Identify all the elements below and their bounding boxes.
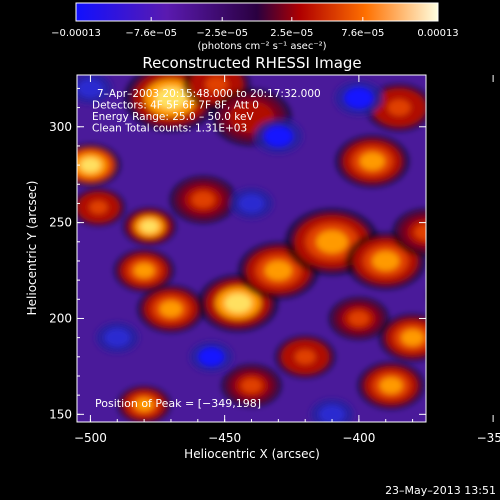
source-core — [485, 314, 500, 330]
negative-source-core — [442, 176, 465, 192]
annotation-line: 7–Apr–2003 20:15:48.000 to 20:17:32.000 — [97, 88, 321, 100]
source-core — [359, 152, 385, 171]
source-core — [159, 300, 183, 317]
y-tick-label: 150 — [49, 407, 72, 421]
source-core — [155, 86, 187, 110]
source-mid — [442, 282, 480, 309]
negative-source-core — [263, 125, 293, 147]
annotation-line: Clean Total counts: 1.31E+03 — [92, 123, 247, 135]
source-core — [133, 263, 155, 278]
annotation-line: Energy Range: 25.0 – 50.0 keV — [92, 111, 254, 123]
negative-source-core — [319, 405, 345, 422]
source-mid — [488, 75, 500, 102]
colorbar-tick-label: −7.6e−05 — [125, 28, 177, 39]
source-core — [237, 107, 266, 127]
x-tick-label: −400 — [342, 431, 375, 445]
source-core — [295, 349, 316, 365]
source-mid — [457, 120, 500, 152]
source-core — [466, 127, 493, 146]
source-core — [457, 412, 475, 425]
colorbar-unit-label: (photons cm⁻² s⁻¹ asec⁻²) — [197, 41, 326, 52]
source-core — [140, 220, 159, 233]
y-tick-label: 300 — [49, 120, 72, 134]
source-core — [135, 398, 154, 412]
source-outer — [447, 113, 500, 159]
source-halo — [439, 108, 500, 166]
source-outer — [469, 303, 500, 341]
source-outer — [434, 276, 488, 314]
chart-title: Reconstructed RHESSI Image — [142, 54, 361, 72]
negative-source-core — [198, 347, 225, 367]
source-outer — [480, 69, 500, 107]
x-tick-label: −350 — [477, 431, 500, 445]
peak-position-text: Position of Peak = [−349,198] — [95, 397, 261, 410]
source-core — [80, 157, 101, 173]
negative-source-core — [238, 194, 265, 213]
negative-source-core — [344, 87, 374, 109]
source-core — [224, 293, 252, 313]
y-tick-label: 250 — [49, 216, 72, 230]
y-axis-label: Heliocentric Y (arcsec) — [25, 181, 39, 316]
source-core — [372, 251, 400, 271]
colorbar-tick-label: −0.00013 — [51, 28, 101, 39]
source-core — [414, 224, 426, 241]
colorbar-tick-label: 2.5e−05 — [270, 28, 313, 39]
source-halo — [462, 298, 500, 346]
source-outer — [445, 403, 488, 434]
source-core — [205, 76, 228, 93]
y-tick-label: 200 — [49, 311, 72, 325]
x-axis: −500 −450 −400 −350 — [74, 75, 500, 445]
source-core — [450, 287, 473, 303]
colorbar-tick-label: 0.00013 — [417, 28, 458, 39]
source-core — [264, 260, 292, 281]
footer-timestamp: 23–May–2013 13:51 — [385, 484, 496, 497]
source-mid — [451, 407, 481, 428]
source-core — [348, 311, 370, 326]
colorbar-ticks: −0.00013 −7.6e−05 −2.5e−05 2.5e−05 7.6e−05 0.… — [51, 17, 459, 39]
colorbar-tick-label: 7.6e−05 — [341, 28, 384, 39]
colorbar — [75, 2, 439, 22]
x-tick-label: −500 — [74, 431, 107, 445]
annotations: 7–Apr–2003 20:15:48.000 to 20:17:32.000D… — [92, 88, 321, 135]
source-core — [316, 230, 348, 254]
annotation-line: Detectors: 4F 5F 6F 7F 8F, Att 0 — [92, 100, 259, 112]
source-core — [495, 80, 500, 96]
source-core — [379, 377, 403, 394]
source-mid — [477, 309, 500, 336]
source-core — [89, 200, 108, 214]
heatmap-image — [77, 64, 500, 434]
x-tick-label: −450 — [208, 431, 241, 445]
negative-source-core — [77, 79, 104, 98]
source-core — [401, 329, 424, 346]
colorbar-tick-label: −2.5e−05 — [196, 28, 248, 39]
y-axis: 150 200 250 300 — [49, 87, 426, 421]
x-axis-label: Heliocentric X (arcsec) — [184, 447, 320, 461]
source-core — [241, 378, 262, 393]
source-halo — [473, 64, 500, 112]
negative-source-core — [104, 328, 131, 347]
source-halo — [427, 272, 494, 320]
source-core — [191, 191, 215, 208]
source-core — [387, 99, 411, 116]
negative-source-outer — [434, 171, 472, 198]
